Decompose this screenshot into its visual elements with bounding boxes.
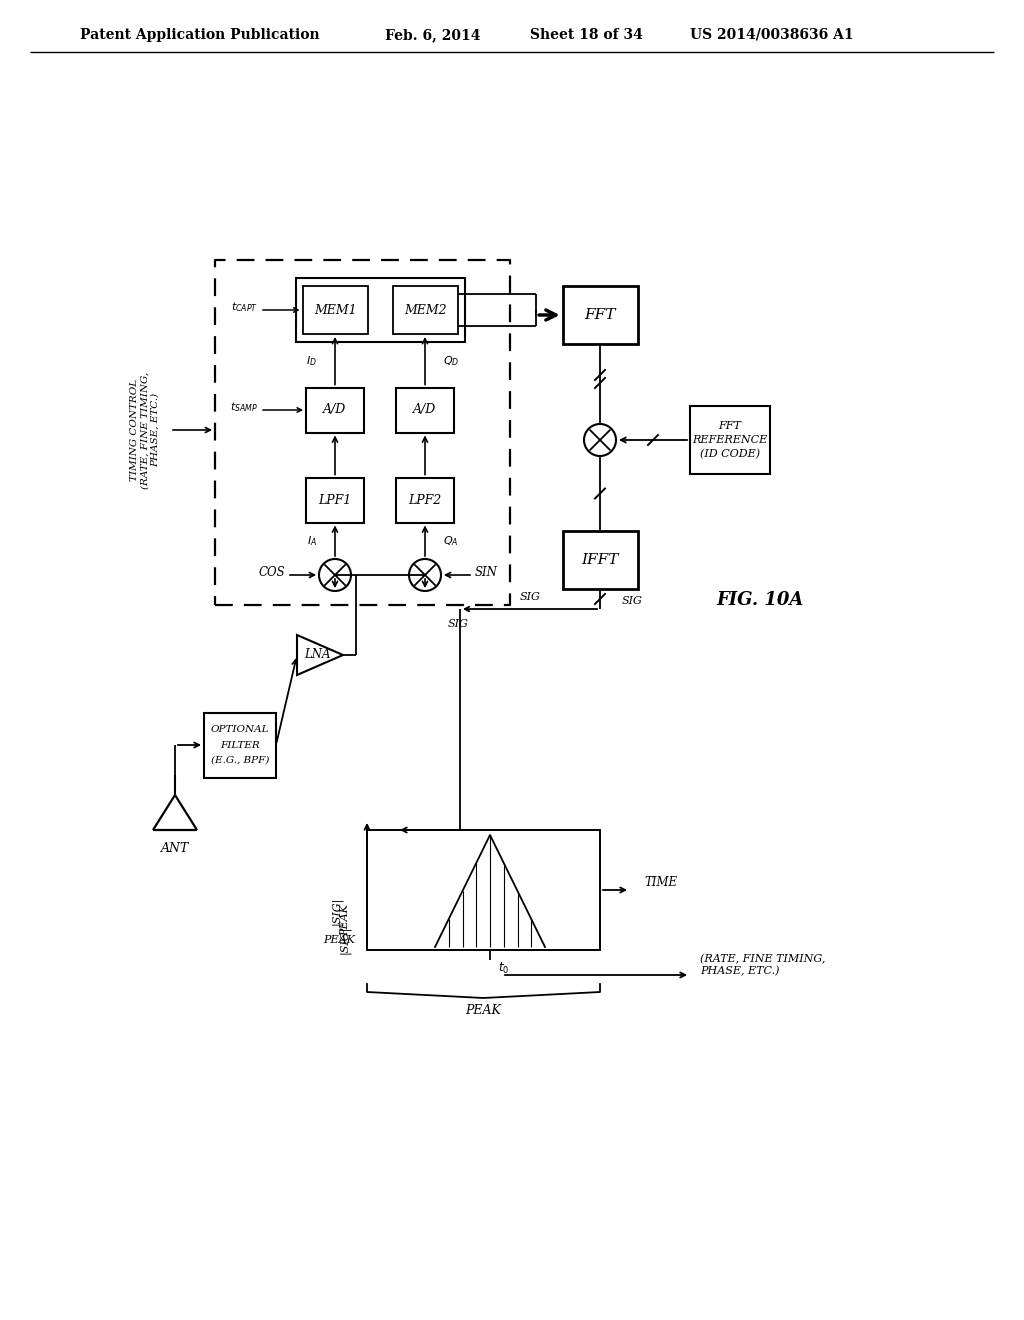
Bar xyxy=(302,286,368,334)
Text: SIG: SIG xyxy=(622,597,643,606)
Text: LNA: LNA xyxy=(304,648,331,661)
Text: REFERENCE: REFERENCE xyxy=(692,436,768,445)
Text: SIN: SIN xyxy=(475,566,498,579)
Text: $I_D$: $I_D$ xyxy=(306,354,317,368)
Text: $t_{SAMP}$: $t_{SAMP}$ xyxy=(230,400,258,414)
Text: MEM1: MEM1 xyxy=(313,304,356,317)
Text: OPTIONAL: OPTIONAL xyxy=(211,726,269,734)
Text: FFT: FFT xyxy=(585,308,615,322)
Text: PEAK: PEAK xyxy=(340,904,350,936)
Text: PEAK: PEAK xyxy=(324,935,355,945)
Text: $Q_D$: $Q_D$ xyxy=(443,354,460,368)
Text: $Q_A$: $Q_A$ xyxy=(443,533,459,548)
Text: FILTER: FILTER xyxy=(220,741,260,750)
Text: FIG. 10A: FIG. 10A xyxy=(717,591,804,609)
Text: $I_A$: $I_A$ xyxy=(307,533,317,548)
Text: PEAK: PEAK xyxy=(466,1003,502,1016)
Bar xyxy=(296,279,465,342)
Bar xyxy=(396,478,454,523)
Text: |SIG|: |SIG| xyxy=(339,925,351,954)
Text: IFFT: IFFT xyxy=(582,553,618,568)
Text: Sheet 18 of 34: Sheet 18 of 34 xyxy=(530,28,643,42)
Bar xyxy=(690,407,770,474)
Text: TIMING CONTROL
(RATE, FINE TIMING,
PHASE, ETC.): TIMING CONTROL (RATE, FINE TIMING, PHASE… xyxy=(130,371,160,488)
Text: MEM2: MEM2 xyxy=(403,304,446,317)
Text: A/D: A/D xyxy=(414,404,436,417)
Text: LPF1: LPF1 xyxy=(318,494,351,507)
Text: LPF2: LPF2 xyxy=(409,494,441,507)
Text: US 2014/0038636 A1: US 2014/0038636 A1 xyxy=(690,28,854,42)
Bar xyxy=(306,388,364,433)
Bar xyxy=(306,478,364,523)
Text: SIG: SIG xyxy=(519,591,541,602)
Text: (RATE, FINE TIMING,
PHASE, ETC.): (RATE, FINE TIMING, PHASE, ETC.) xyxy=(700,954,825,977)
Text: FFT: FFT xyxy=(719,421,741,432)
Text: Feb. 6, 2014: Feb. 6, 2014 xyxy=(385,28,480,42)
Text: Patent Application Publication: Patent Application Publication xyxy=(80,28,319,42)
Text: ANT: ANT xyxy=(161,842,189,854)
Text: (ID CODE): (ID CODE) xyxy=(700,449,760,459)
Bar xyxy=(204,713,276,777)
Text: A/D: A/D xyxy=(324,404,347,417)
Text: |SIG|: |SIG| xyxy=(331,896,343,925)
Text: SIG: SIG xyxy=(447,619,468,630)
Bar xyxy=(392,286,458,334)
Bar xyxy=(367,830,600,950)
Text: (E.G., BPF): (E.G., BPF) xyxy=(211,755,269,764)
Text: $t_{CAPT}$: $t_{CAPT}$ xyxy=(231,300,258,314)
Text: COS: COS xyxy=(258,566,285,579)
Text: TIME: TIME xyxy=(644,875,677,888)
Text: $t_0$: $t_0$ xyxy=(498,961,509,975)
Bar xyxy=(562,286,638,345)
Bar xyxy=(562,531,638,589)
Bar xyxy=(396,388,454,433)
